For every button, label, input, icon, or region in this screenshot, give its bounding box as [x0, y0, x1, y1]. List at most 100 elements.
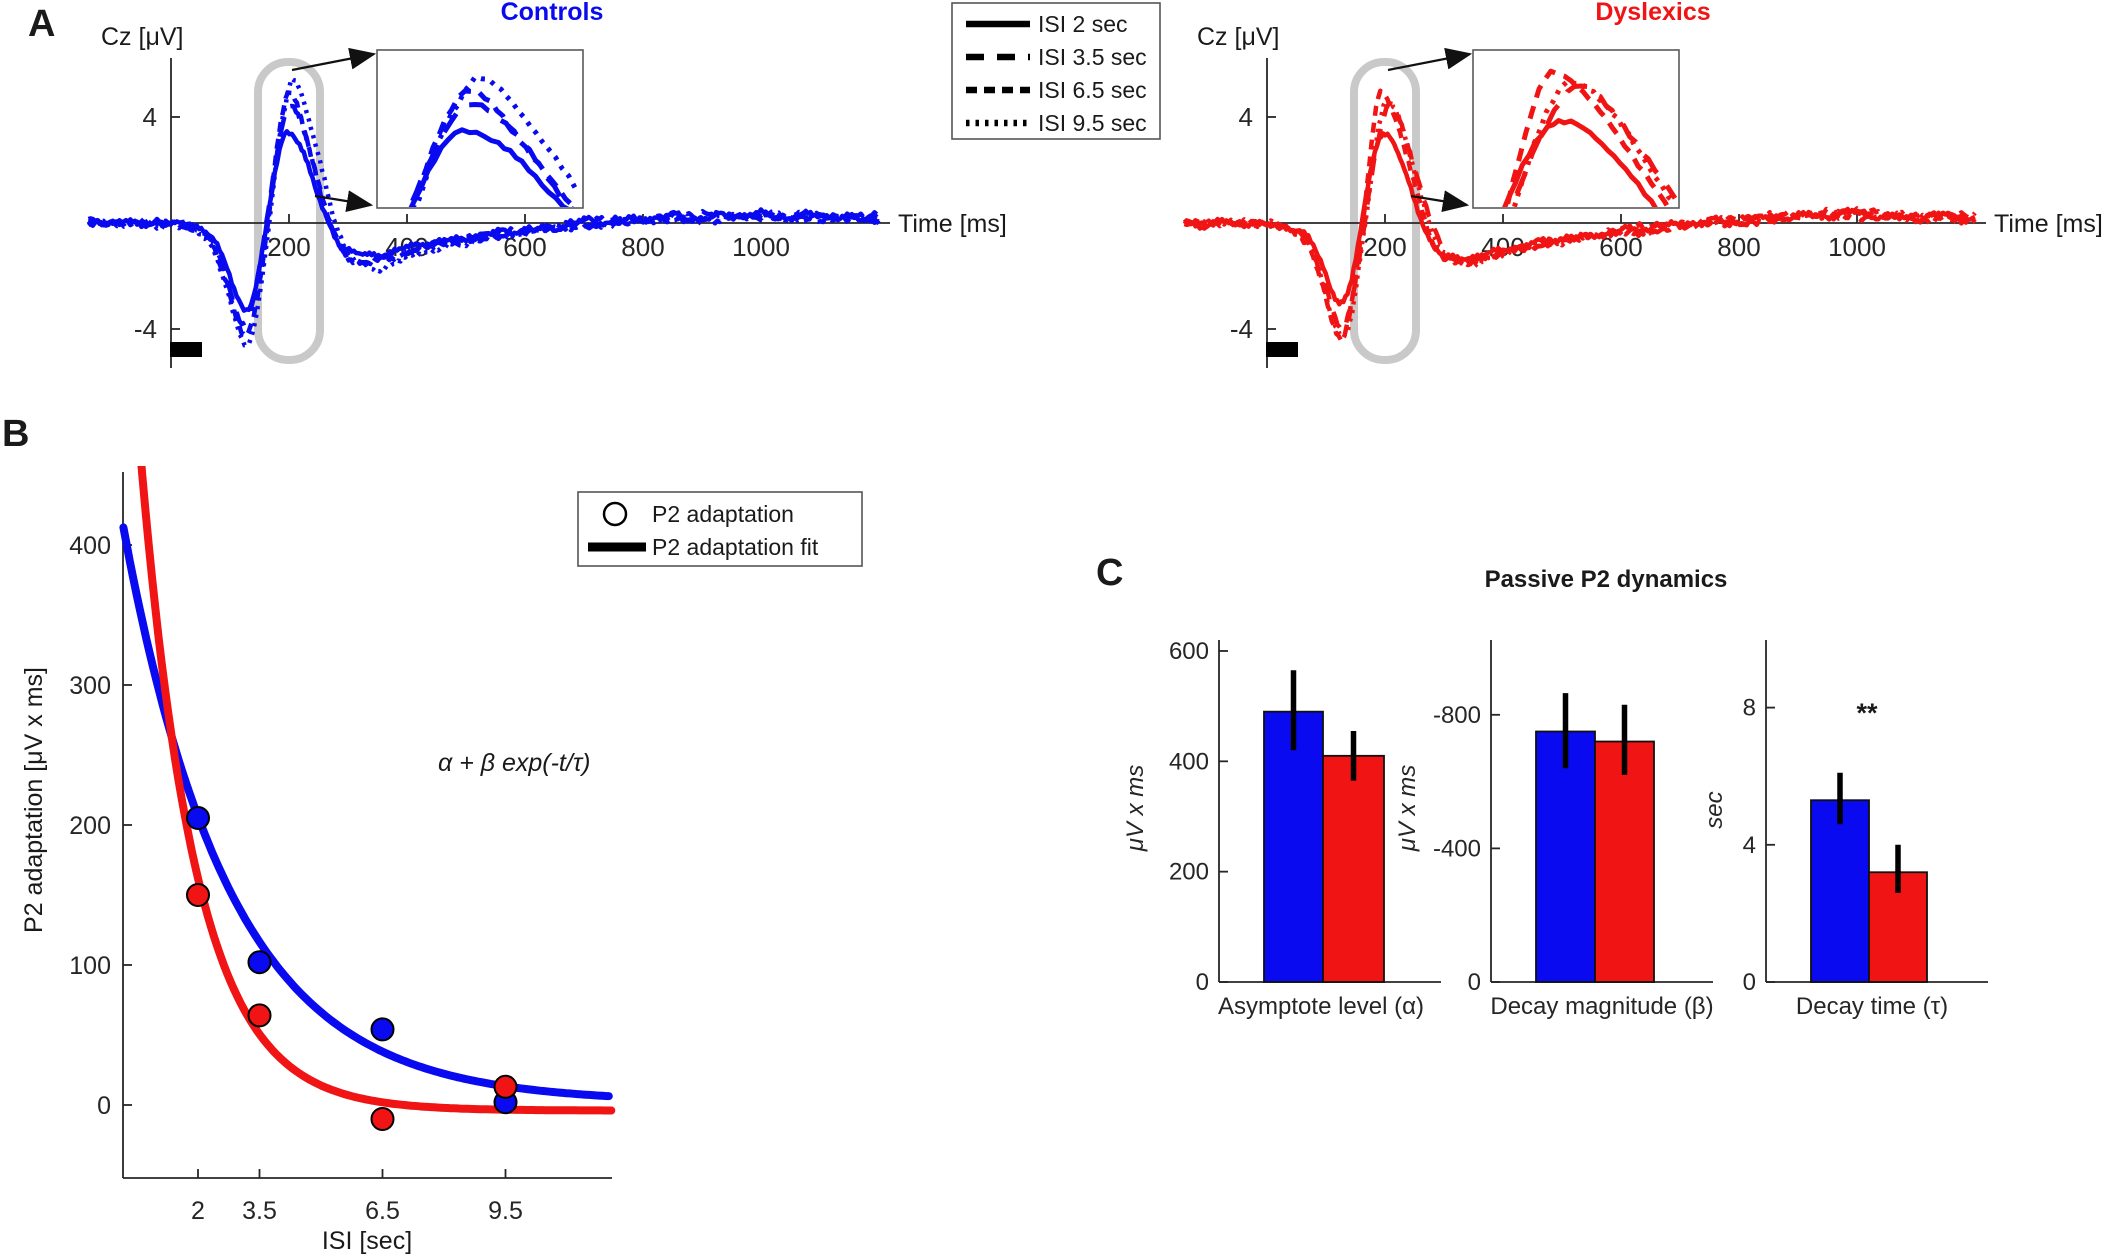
- y-tick-label: -4: [1230, 314, 1253, 344]
- p2-ylabel: P2 adaptation [μV x ms]: [20, 667, 48, 933]
- stimulus-marker: [1266, 342, 1298, 357]
- x-tick-label: 1000: [732, 232, 790, 262]
- panel-c-label: C: [1096, 552, 1123, 594]
- dyslexics-ylabel: Cz [μV]: [1197, 23, 1279, 51]
- data-point-controls: [370, 1017, 395, 1042]
- data-point-controls: [186, 806, 210, 830]
- inset-trace-dash: [410, 88, 577, 207]
- isi-legend-label-2: ISI 6.5 sec: [1038, 77, 1147, 103]
- y-tick-label: -4: [134, 314, 157, 344]
- inset-arrow-top: [291, 47, 377, 72]
- dyslexics-xlabel: Time [ms]: [1994, 210, 2102, 238]
- fit-curve-dyslexics: [137, 466, 616, 1115]
- unit-label-decay-magnitude: μV x ms: [1394, 765, 1421, 852]
- x-tick-label: 200: [267, 232, 310, 262]
- bar-dyslexics: [1594, 740, 1655, 983]
- x-tick-label: 800: [1717, 232, 1760, 262]
- isi-legend-label-0: ISI 2 sec: [1038, 11, 1127, 37]
- y-tick-label: 4: [1743, 832, 1756, 859]
- unit-label-asymptote: μV x ms: [1122, 765, 1149, 852]
- bar-subplot-2: 0 4 8: [1743, 640, 1988, 996]
- panel-a-label: A: [28, 3, 55, 45]
- passive-p2-title: Passive P2 dynamics: [1485, 566, 1728, 593]
- isi-legend-label-3: ISI 9.5 sec: [1038, 110, 1147, 136]
- y-tick-label: 8: [1743, 695, 1756, 722]
- erp-trace-dot: [87, 76, 880, 348]
- data-point-dyslexics: [493, 1074, 518, 1099]
- x-tick-label: 9.5: [488, 1197, 523, 1225]
- unit-label-decay-time: sec: [1701, 791, 1728, 828]
- y-tick-label: 0: [1196, 969, 1209, 996]
- y-tick-label: -400: [1433, 835, 1481, 862]
- inset-arrow-top: [1387, 47, 1473, 72]
- inset-box: [1472, 49, 1680, 209]
- controls-title: Controls: [501, 0, 604, 26]
- p2-highlight-region: [254, 58, 324, 364]
- inset-trace-longdash: [1510, 83, 1678, 207]
- y-tick-label: 0: [1743, 969, 1756, 996]
- y-tick-label: 0: [1468, 969, 1481, 996]
- p2-legend-label-1: P2 adaptation fit: [652, 534, 819, 560]
- x-tick-label: 3.5: [242, 1197, 277, 1225]
- p2-legend-box: [577, 491, 863, 567]
- y-tick-label: 4: [1239, 102, 1253, 132]
- erp-trace-dot: [1183, 97, 1976, 340]
- y-tick-label: 4: [143, 102, 157, 132]
- x-tick-label: 200: [1363, 232, 1406, 262]
- data-point-dyslexics: [186, 883, 210, 907]
- bar-controls: [1810, 799, 1870, 983]
- group-label-decay-time: Decay time (τ): [1796, 993, 1948, 1020]
- controls-ylabel: Cz [μV]: [101, 23, 183, 51]
- erp-trace-dash: [86, 90, 880, 339]
- inset-trace-dash: [1504, 68, 1671, 207]
- data-point-dyslexics: [247, 1003, 272, 1028]
- bar-controls: [1535, 730, 1596, 983]
- x-tick-label: 6.5: [365, 1197, 400, 1225]
- controls-xlabel: Time [ms]: [898, 210, 1007, 238]
- inset-curves: [407, 74, 578, 207]
- y-tick-label: 400: [1169, 748, 1209, 775]
- dyslexics-title: Dyslexics: [1595, 0, 1710, 26]
- isi-legend: ISI 2 sec ISI 3.5 sec ISI 6.5 sec ISI 9.…: [951, 2, 1161, 140]
- inset-curves: [1502, 68, 1678, 207]
- fit-equation: α + β exp(-t/τ): [438, 749, 591, 777]
- x-tick-label: 600: [503, 232, 546, 262]
- erp-trace-longdash: [86, 103, 881, 327]
- stimulus-marker: [170, 342, 202, 357]
- p2-legend-circle-marker: [602, 501, 628, 527]
- bar-controls: [1263, 710, 1324, 983]
- y-tick-label: 200: [69, 812, 111, 840]
- isi-legend-label-1: ISI 3.5 sec: [1038, 44, 1147, 70]
- y-tick-label: 200: [1169, 859, 1209, 886]
- y-tick-label: 400: [69, 532, 111, 560]
- inset-arrow-bottom: [314, 190, 374, 213]
- inset-arrow-bottom: [1410, 190, 1470, 213]
- y-tick-label: -800: [1433, 702, 1481, 729]
- data-point-dyslexics: [370, 1107, 395, 1131]
- p2-xlabel: ISI [sec]: [322, 1227, 412, 1255]
- inset-trace-solid: [1502, 118, 1658, 207]
- p2-legend: P2 adaptation P2 adaptation fit: [577, 491, 863, 567]
- group-label-decay-magnitude: Decay magnitude (β): [1490, 993, 1713, 1020]
- y-tick-label: 0: [97, 1092, 111, 1120]
- inset-trace-dot: [413, 74, 578, 207]
- x-tick-label: 2: [191, 1197, 205, 1225]
- p2-adaptation-plot: 0 100 200 300 400 2 3.5 6.5 9.5: [69, 466, 616, 1225]
- bar-subplot-1: 0 -400 -800: [1433, 640, 1713, 996]
- y-tick-label: 100: [69, 952, 111, 980]
- y-tick-label: 300: [69, 672, 111, 700]
- x-tick-label: 800: [621, 232, 664, 262]
- panel-b-label: B: [2, 413, 29, 455]
- bar-dyslexics: [1322, 754, 1385, 983]
- p2-legend-label-0: P2 adaptation: [652, 501, 794, 527]
- bar-subplot-0: 0 200 400 600: [1169, 638, 1441, 996]
- fit-curve-controls: [119, 523, 613, 1101]
- y-tick-label: 600: [1169, 638, 1209, 665]
- significance-stars: **: [1856, 698, 1878, 728]
- data-point-controls: [247, 950, 272, 975]
